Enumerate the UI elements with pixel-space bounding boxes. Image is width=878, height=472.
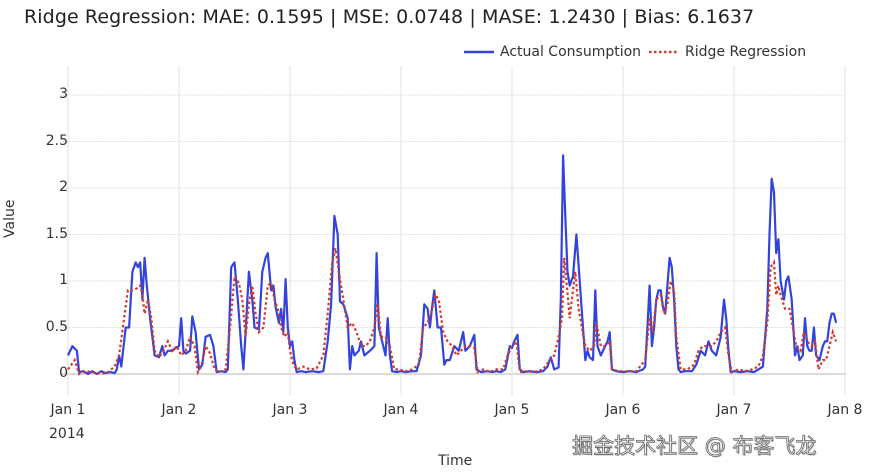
legend-item-actual[interactable]: Actual Consumption xyxy=(464,44,641,60)
x-tick-label: Jan 3 xyxy=(272,402,308,418)
x-axis-title: Time xyxy=(438,453,473,469)
series-actual-consumption xyxy=(67,154,838,376)
y-tick-label: 1.5 xyxy=(45,225,68,242)
x-tick-label: Jan 8 xyxy=(827,402,863,418)
legend: Actual Consumption Ridge Regression xyxy=(464,44,814,60)
watermark: 掘金技术社区 @ 布客飞龙 xyxy=(572,434,817,459)
x-tick-label: Jan 5 xyxy=(494,402,530,418)
y-tick-label: 0 xyxy=(59,365,68,381)
x-tick-label: Jan 7 xyxy=(716,402,752,418)
x-tick-label: Jan 1 xyxy=(50,402,86,418)
solid-line-icon xyxy=(464,50,494,54)
y-tick-label: 1 xyxy=(59,272,68,288)
gridlines xyxy=(60,66,846,396)
x-tick-label: Jan 4 xyxy=(383,402,419,418)
legend-item-ridge[interactable]: Ridge Regression xyxy=(649,44,806,60)
legend-label-actual: Actual Consumption xyxy=(500,44,642,60)
chart-title: Ridge Regression: MAE: 0.1595 | MSE: 0.0… xyxy=(24,6,755,28)
y-axis-title: Value xyxy=(2,199,18,238)
y-tick-label: 0.5 xyxy=(45,318,68,335)
x-axis-year: 2014 xyxy=(49,426,85,442)
x-tick-label: Jan 6 xyxy=(605,402,641,418)
dotted-line-icon xyxy=(649,50,680,54)
y-tick-label: 3 xyxy=(59,86,68,102)
y-tick-label: 2.5 xyxy=(45,132,68,149)
x-tick-label: Jan 2 xyxy=(161,402,197,418)
legend-label-ridge: Ridge Regression xyxy=(685,44,807,60)
y-tick-label: 2 xyxy=(59,179,68,195)
